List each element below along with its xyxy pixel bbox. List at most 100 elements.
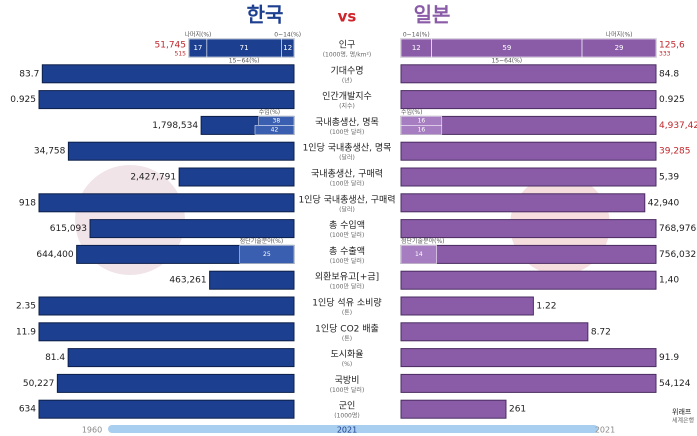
row-label: 국방비 — [335, 375, 360, 386]
right-value: 5,39 — [659, 173, 679, 183]
timeline-end: 2021 — [595, 426, 615, 435]
left-bar — [38, 322, 295, 342]
right-value: 261 — [509, 405, 526, 415]
left-value: 81.4 — [45, 353, 65, 363]
sub-value: 14 — [415, 251, 423, 258]
left-value: 615,093 — [50, 224, 87, 234]
row-unit: (100만 달러) — [330, 257, 365, 265]
left-bar — [38, 90, 295, 110]
row-label: 총 수출액 — [329, 245, 365, 257]
right-bar — [400, 64, 657, 84]
left-bar — [56, 373, 295, 393]
right-bar — [400, 219, 657, 239]
right-note: 333 — [659, 51, 671, 58]
sub-name: 수입(%) — [401, 108, 422, 116]
left-value: 83.7 — [19, 69, 39, 79]
left-value: 2.35 — [16, 302, 36, 312]
left-bar — [38, 193, 295, 213]
right-value: 54,124 — [659, 379, 691, 389]
source: 위래프 — [672, 407, 692, 416]
vs: vs — [338, 8, 357, 26]
sub-value: 38 — [273, 117, 281, 124]
left-value: 0.925 — [10, 95, 36, 105]
sub-name: 수입(%) — [259, 108, 280, 116]
right-value: 756,032 — [659, 250, 696, 260]
source: 세계은행 — [672, 417, 694, 425]
segment-value: 29 — [615, 44, 624, 52]
row-unit: (100만 달러) — [330, 180, 365, 188]
segment-value: 71 — [240, 44, 249, 52]
row-unit: (%) — [342, 361, 352, 368]
row-unit: (지수) — [339, 102, 355, 110]
right-value: 1,40 — [659, 276, 679, 286]
left-value: 1,798,534 — [152, 121, 198, 131]
left-value: 50,227 — [23, 379, 55, 389]
row-unit: (1000명, 명/km²) — [323, 51, 372, 59]
right-bar — [400, 193, 646, 213]
row-label: 인간개발지수 — [322, 91, 372, 102]
right-value: 0.925 — [659, 95, 685, 105]
left-value: 11.9 — [16, 327, 36, 337]
right-value: 4,937,422 — [659, 121, 697, 131]
left-bar — [38, 399, 295, 419]
right-bar — [400, 90, 657, 110]
left-bar — [89, 219, 295, 239]
sub-value: 25 — [263, 251, 271, 258]
right-bar — [400, 399, 507, 419]
segment — [281, 38, 295, 58]
left-value: 918 — [19, 198, 36, 208]
row-label: 기대수명 — [330, 65, 363, 76]
row-label: 국내총생산, 구매력 — [311, 168, 383, 180]
left-bar — [178, 167, 295, 187]
left-bar — [67, 141, 295, 161]
right-value: 1.22 — [536, 302, 556, 312]
row-unit: (1000명) — [334, 412, 359, 420]
row-unit: (달러) — [339, 205, 355, 213]
segment-value: 12 — [412, 44, 421, 52]
segment-value: 17 — [193, 44, 202, 52]
left-note: 515 — [175, 51, 187, 58]
row-unit: (톤) — [342, 310, 352, 317]
left-value: 644,400 — [36, 250, 73, 260]
right-bar — [400, 244, 657, 264]
right-value: 39,285 — [659, 147, 691, 157]
right-value: 91.9 — [659, 353, 679, 363]
row-unit: (톤) — [342, 335, 352, 342]
right-bar — [400, 296, 534, 316]
segment-name: 나머지(%) — [606, 31, 633, 39]
left-value: 634 — [19, 405, 36, 415]
row-label: 1인당 석유 소비량 — [312, 297, 381, 309]
row-label: 국내총생산, 명목 — [315, 117, 379, 128]
timeline-start: 1960 — [82, 426, 102, 435]
row-unit: (100만 달러) — [330, 386, 365, 394]
segment — [581, 38, 657, 58]
left-value: 34,758 — [34, 147, 66, 157]
sub-bar — [400, 125, 443, 135]
row-unit: (년) — [342, 76, 352, 84]
right-value: 125,6 — [659, 41, 685, 51]
right-bar — [400, 141, 657, 161]
segment-name: 0~14(%) — [274, 32, 301, 39]
left-value: 2,427,791 — [130, 173, 176, 183]
row-unit: (100만 달러) — [330, 283, 365, 291]
left-bar — [41, 64, 295, 84]
row-label: 도시화율 — [330, 349, 363, 360]
sub-name: 첨단기술분야(%) — [401, 237, 445, 245]
row-label: 군인 — [339, 401, 356, 412]
sub-bar — [400, 245, 437, 264]
segment-value: 59 — [502, 44, 511, 52]
left-bar — [38, 296, 295, 316]
sub-value: 16 — [418, 126, 426, 133]
row-label: 외환보유고[+금] — [315, 271, 379, 283]
sub-bar — [254, 125, 295, 135]
right-value: 84.8 — [659, 69, 679, 79]
timeline-bar — [108, 425, 598, 433]
row-unit: (달러) — [339, 154, 355, 162]
sub-value: 42 — [271, 126, 279, 133]
right-bar — [400, 348, 657, 368]
sub-value: 16 — [418, 117, 426, 124]
row-label: 인구 — [339, 40, 356, 51]
right-title: 일본 — [414, 3, 451, 27]
